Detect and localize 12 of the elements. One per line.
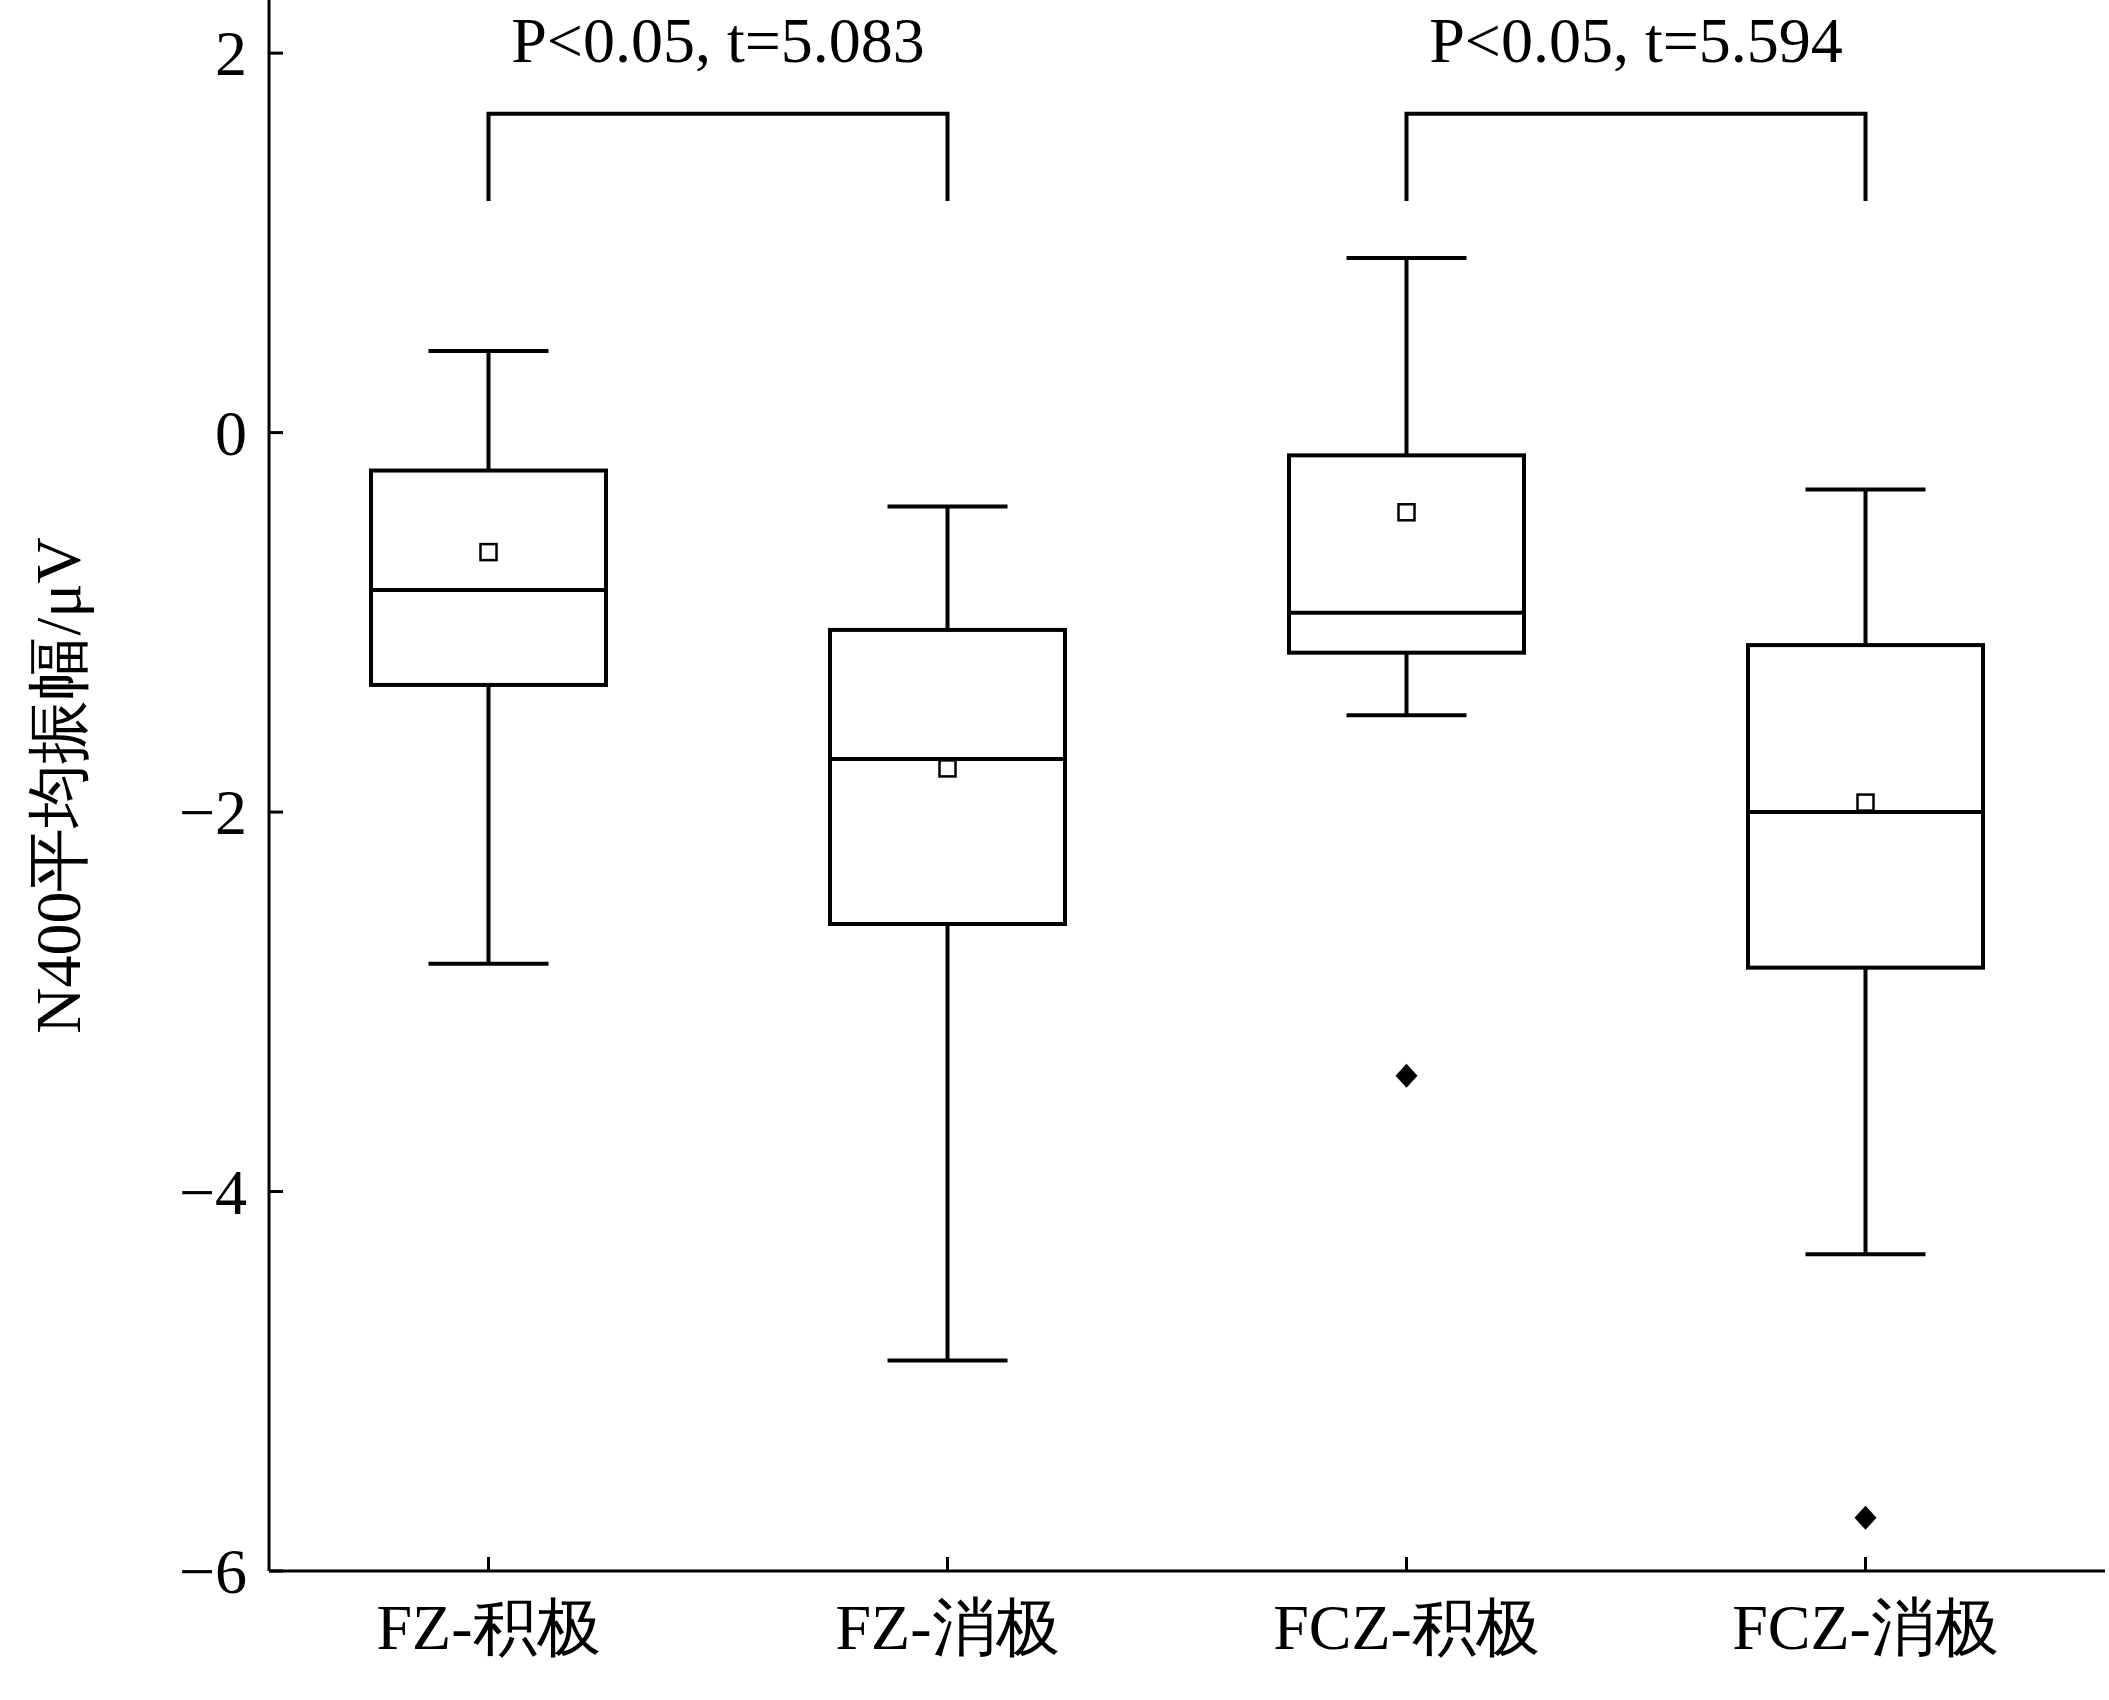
x-tick-label: FZ-消极 [835,1592,1060,1663]
annotation: P<0.05, t=5.083 [511,4,925,76]
x-tick-label: FCZ-积极 [1273,1592,1540,1663]
annotation: P<0.05, t=5.594 [1429,4,1843,76]
y-tick-label: 0 [215,397,247,469]
y-tick-label: −4 [178,1156,247,1228]
x-tick-label: FCZ-消极 [1732,1592,1999,1663]
x-tick-label: FZ-积极 [376,1592,601,1663]
y-tick-label: −6 [178,1536,247,1607]
y-axis-title: N400平均振幅/μV [23,537,94,1034]
y-tick-label: 2 [215,18,247,90]
y-tick-label: −2 [178,777,247,849]
